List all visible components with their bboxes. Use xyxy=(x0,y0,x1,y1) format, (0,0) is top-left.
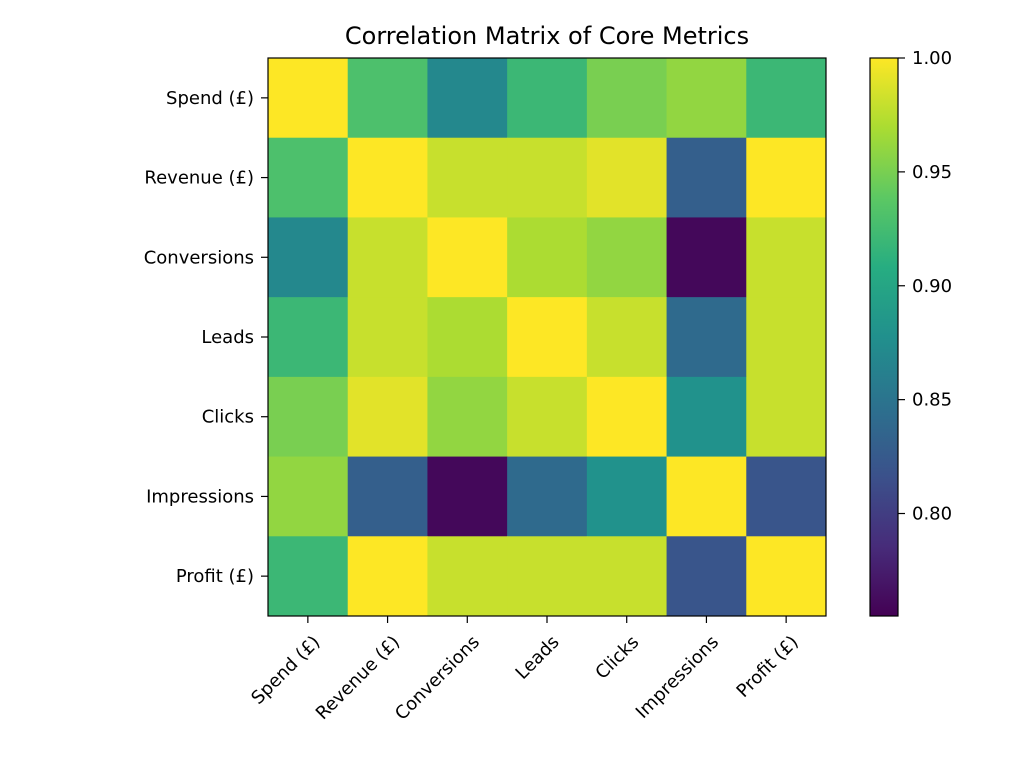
heatmap-cell-clicks-spend xyxy=(268,376,349,458)
heatmap-cell-conversions-revenue xyxy=(347,217,428,298)
x-axis: Spend (£)Revenue (£)Conversions Leads Clic… xyxy=(247,616,803,725)
heatmap-cell-leads-conversions xyxy=(427,297,508,378)
heatmap-cell-conversions-profit xyxy=(746,217,827,298)
heatmap-cell-clicks-revenue xyxy=(347,376,428,458)
heatmap-cell-conversions-conversions xyxy=(427,217,508,298)
heatmap-cell-clicks-impressions xyxy=(666,376,747,458)
heatmap-cell-profit-revenue xyxy=(347,536,428,617)
x-tick-label: Clicks xyxy=(591,632,643,684)
y-tick-label: Clicks xyxy=(202,407,254,428)
x-tick-label: Leads xyxy=(512,632,564,684)
heatmap-cell-profit-spend xyxy=(268,536,349,617)
heatmap-cell-spend-impressions xyxy=(666,58,747,139)
heatmap-cell-revenue-impressions xyxy=(666,137,747,218)
chart-title: Correlation Matrix of Core Metrics xyxy=(345,22,749,50)
y-axis: Spend (£) Revenue (£) Conversions Leads Clic… xyxy=(144,88,268,587)
heatmap-cell-revenue-revenue xyxy=(347,137,428,218)
heatmap-cell-conversions-clicks xyxy=(586,217,668,298)
heatmap-cell-conversions-leads xyxy=(507,217,588,298)
heatmap-cell-leads-spend xyxy=(268,297,349,378)
colorbar-tick-label: 0.85 xyxy=(912,390,952,411)
heatmap-cell-profit-profit xyxy=(746,536,827,617)
x-tick-label: Impressions xyxy=(632,632,723,723)
heatmap-cell-spend-conversions xyxy=(427,58,508,139)
heatmap-cell-profit-conversions xyxy=(427,536,508,617)
heatmap-cell-impressions-profit xyxy=(746,456,827,537)
heatmap-cell-leads-clicks xyxy=(586,297,668,378)
heatmap-cell-revenue-leads xyxy=(507,137,588,218)
x-tick-label: Conversions xyxy=(391,632,484,725)
x-tick-label: Profit (£) xyxy=(733,632,803,702)
heatmap-cell-profit-clicks xyxy=(586,536,668,617)
heatmap-cell-revenue-profit xyxy=(746,137,827,218)
heatmap-cell-conversions-impressions xyxy=(666,217,747,298)
heatmap-cell-conversions-spend xyxy=(268,217,349,298)
colorbar-tick-label: 0.80 xyxy=(912,504,952,525)
y-tick-label: Spend (£) xyxy=(166,88,254,109)
colorbar-frame xyxy=(869,57,899,617)
x-tick-label: Spend (£) xyxy=(247,632,324,709)
heatmap-cell-spend-spend xyxy=(268,58,349,139)
heatmap-cell-clicks-leads xyxy=(507,376,588,458)
heatmap-cell-revenue-spend xyxy=(268,137,349,218)
heatmap-cell-spend-profit xyxy=(746,58,827,139)
colorbar: 0.80 0.85 0.90 0.95 1.00 xyxy=(869,48,952,617)
colorbar-gradient xyxy=(870,58,898,616)
heatmap-cell-spend-revenue xyxy=(347,58,428,139)
y-tick-label: Profit (£) xyxy=(176,566,254,587)
heatmap-cell-leads-leads xyxy=(507,297,588,378)
heatmap-cell-revenue-clicks xyxy=(586,137,668,218)
colorbar-tick-label: 1.00 xyxy=(912,48,952,69)
heatmap-cell-clicks-clicks xyxy=(586,376,668,458)
heatmap-cell-spend-clicks xyxy=(586,58,668,139)
heatmap-cell-impressions-leads xyxy=(507,456,588,537)
heatmap-cell-leads-profit xyxy=(746,297,827,378)
heatmap-cells xyxy=(268,58,827,617)
colorbar-tick-label: 0.95 xyxy=(912,162,952,183)
y-tick-label: Conversions xyxy=(144,247,254,268)
heatmap-cell-revenue-conversions xyxy=(427,137,508,218)
heatmap-cell-impressions-revenue xyxy=(347,456,428,537)
heatmap-cell-impressions-impressions xyxy=(666,456,747,537)
heatmap-cell-leads-revenue xyxy=(347,297,428,378)
heatmap-cell-impressions-conversions xyxy=(427,456,508,537)
heatmap-cell-impressions-clicks xyxy=(586,456,668,537)
y-tick-label: Leads xyxy=(201,327,254,348)
heatmap-cell-clicks-conversions xyxy=(427,376,508,458)
heatmap-cell-clicks-profit xyxy=(746,376,827,458)
heatmap-cell-profit-impressions xyxy=(666,536,747,617)
heatmap-cell-profit-leads xyxy=(507,536,588,617)
y-tick-label: Impressions xyxy=(146,486,254,507)
heatmap-cell-impressions-spend xyxy=(268,456,349,537)
colorbar-tick-label: 0.90 xyxy=(912,276,952,297)
heatmap-cell-spend-leads xyxy=(507,58,588,139)
y-tick-label: Revenue (£) xyxy=(144,168,254,189)
heatmap-cell-leads-impressions xyxy=(666,297,747,378)
